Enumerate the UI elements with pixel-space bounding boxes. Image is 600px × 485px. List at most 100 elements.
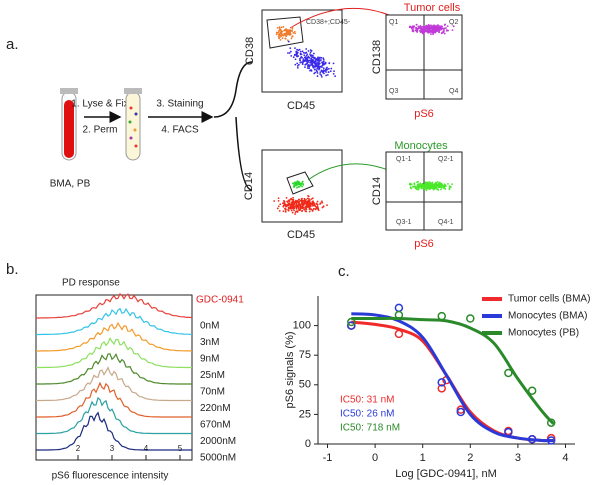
- event-dot: [418, 26, 421, 29]
- event-dot: [296, 186, 298, 189]
- axis-label: CD38: [244, 37, 256, 65]
- event-dot: [423, 185, 425, 188]
- event-dot: [436, 188, 438, 191]
- event-dot: [309, 64, 311, 67]
- event-dot: [310, 198, 313, 200]
- data-point: [394, 303, 404, 313]
- axis-label: pS6: [414, 108, 434, 120]
- event-dot: [439, 28, 442, 31]
- x-tick-label: 3: [515, 452, 521, 464]
- event-dot: [430, 33, 432, 35]
- event-dot: [295, 51, 298, 54]
- event-dot: [308, 207, 311, 209]
- event-dot: [285, 31, 288, 34]
- event-dot: [302, 58, 305, 60]
- event-dot: [277, 35, 280, 38]
- event-dot: [306, 67, 309, 69]
- event-dot: [451, 183, 453, 186]
- event-dot: [283, 202, 286, 205]
- event-dot: [301, 185, 303, 188]
- event-dot: [299, 56, 302, 59]
- event-dot: [287, 29, 290, 31]
- axis-label: CD14: [243, 172, 255, 200]
- event-dot: [424, 25, 427, 28]
- event-dot: [291, 26, 294, 29]
- event-dot: [309, 199, 311, 201]
- event-dot: [303, 201, 306, 204]
- event-dot: [327, 71, 330, 74]
- data-point: [527, 386, 537, 395]
- event-dot: [307, 194, 309, 197]
- event-dot: [296, 55, 298, 58]
- event-dot: [324, 62, 327, 65]
- event-dot: [286, 203, 289, 206]
- event-dot: [324, 69, 327, 72]
- event-dot: [276, 207, 279, 210]
- event-dot: [288, 203, 290, 206]
- event-dot: [289, 50, 292, 53]
- event-dot: [307, 50, 310, 52]
- event-dot: [444, 188, 447, 190]
- event-dot: [428, 27, 431, 29]
- event-dot: [412, 26, 415, 29]
- event-dot: [326, 204, 328, 207]
- sample-label: BMA, PB: [50, 179, 91, 190]
- event-dot: [280, 26, 283, 29]
- event-dot: [420, 184, 423, 186]
- event-dot: [289, 32, 291, 35]
- axis-label: pS6 fluorescence intensity: [52, 471, 169, 482]
- event-dot: [310, 55, 313, 57]
- event-dot: [441, 183, 443, 186]
- event-dot: [303, 208, 306, 211]
- event-dot: [280, 34, 283, 37]
- event-dot: [437, 189, 440, 191]
- plot-title: Monocytes: [394, 140, 448, 152]
- axis-label: CD138: [371, 40, 383, 74]
- x-tick-label: 5: [178, 444, 183, 453]
- event-dot: [414, 27, 417, 29]
- event-dot: [278, 27, 281, 30]
- event-dot: [298, 202, 300, 204]
- event-dot: [296, 205, 298, 208]
- step: 3. Staining: [156, 99, 203, 110]
- data-point: [504, 368, 513, 378]
- event-dot: [426, 28, 429, 31]
- event-dot: [416, 30, 419, 33]
- event-dot: [294, 213, 297, 215]
- event-dot: [294, 63, 297, 66]
- event-dot: [294, 182, 297, 185]
- histogram-trace: [36, 366, 192, 402]
- event-dot: [277, 197, 280, 200]
- event-dot: [316, 59, 319, 62]
- event-dot: [286, 200, 288, 203]
- event-dot: [286, 34, 288, 36]
- fit-curve: [351, 316, 555, 425]
- event-dot: [305, 54, 308, 57]
- event-dot: [311, 210, 314, 212]
- data-point: [347, 321, 356, 330]
- event-dot: [296, 51, 299, 54]
- event-dot: [422, 25, 425, 28]
- event-dot: [291, 211, 294, 214]
- event-dot: [298, 200, 301, 203]
- event-dot: [315, 63, 318, 65]
- event-dot: [304, 57, 307, 60]
- event-dot: [296, 62, 299, 65]
- data-point: [394, 310, 404, 320]
- event-dot: [287, 40, 290, 43]
- event-dot: [308, 201, 310, 203]
- legend-title: GDC-0941: [196, 295, 244, 306]
- y-tick-label: 50: [299, 379, 311, 391]
- event-dot: [430, 185, 433, 188]
- event-dot: [318, 67, 321, 70]
- event-dot: [322, 205, 325, 208]
- event-dot: [322, 57, 325, 59]
- event-dot: [322, 60, 325, 63]
- data-point: [437, 311, 446, 321]
- event-dot: [293, 30, 296, 33]
- event-dot: [292, 207, 295, 210]
- event-dot: [315, 203, 318, 205]
- event-dot: [294, 58, 297, 61]
- event-dot: [307, 203, 310, 206]
- event-dot: [305, 63, 307, 66]
